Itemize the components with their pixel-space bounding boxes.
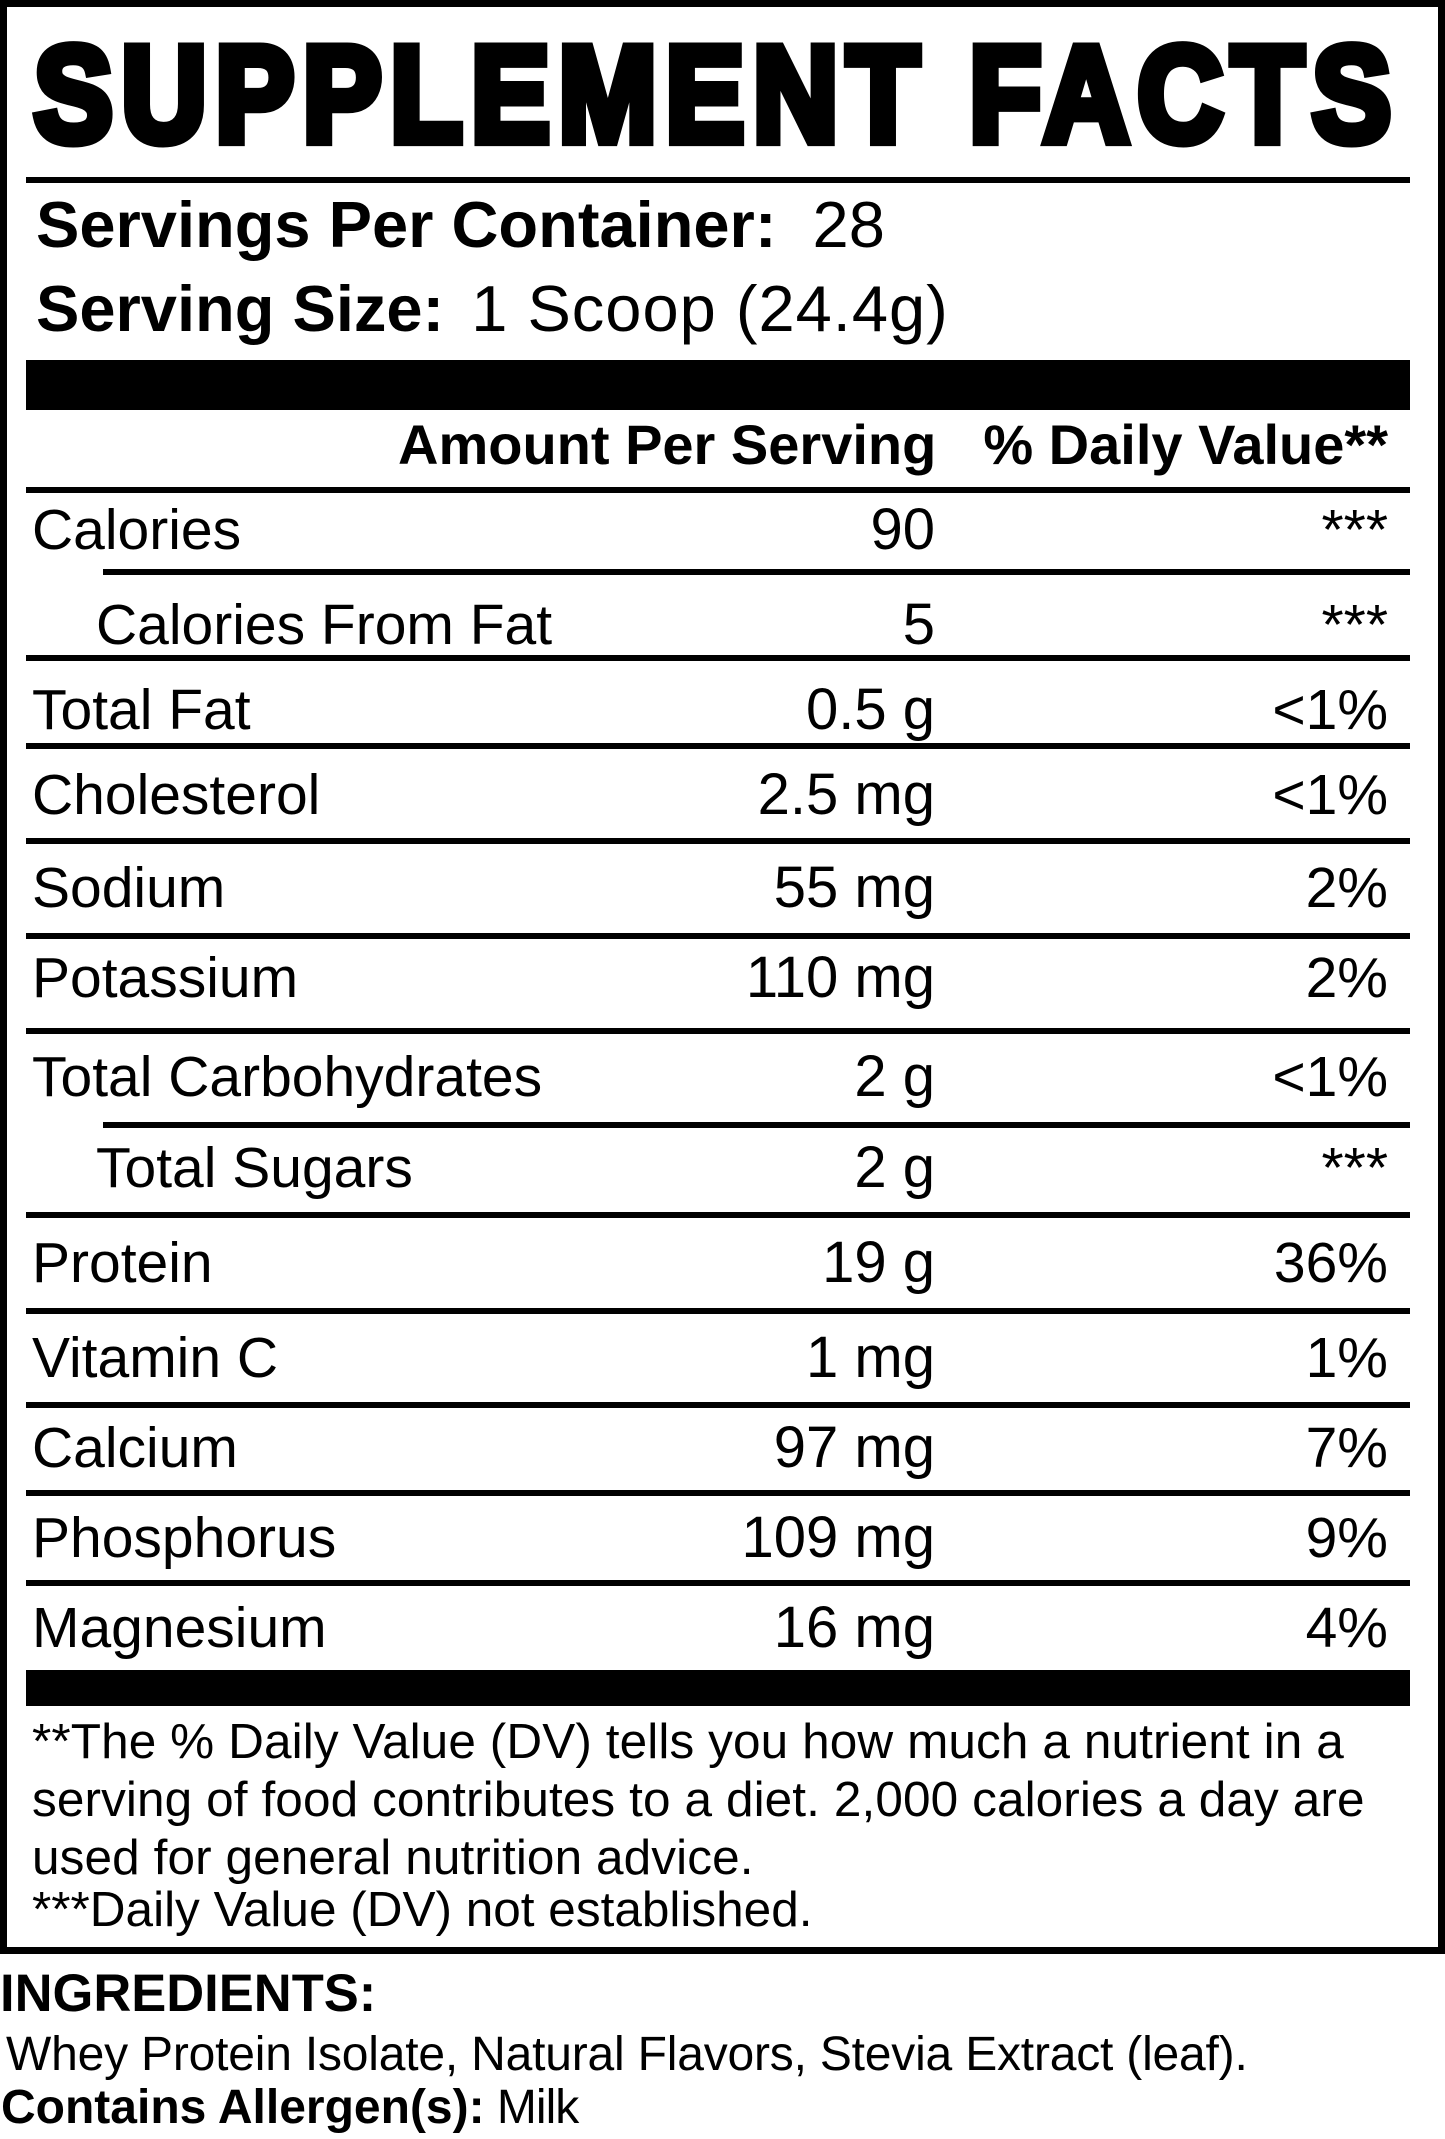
svg-text:SUPPLEMENT FACTS: SUPPLEMENT FACTS: [34, 20, 1391, 170]
